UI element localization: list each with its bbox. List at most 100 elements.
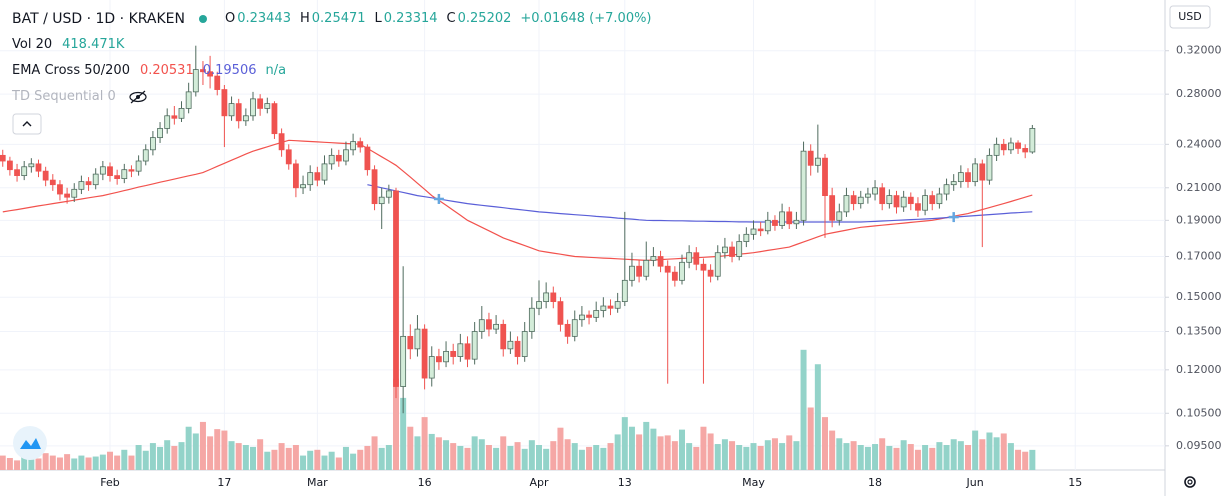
volume-bar bbox=[757, 445, 764, 470]
volume-bar bbox=[807, 407, 814, 470]
x-tick-label: 17 bbox=[217, 476, 231, 489]
ema-line bbox=[2, 139, 1033, 262]
volume-bar bbox=[114, 455, 121, 470]
y-tick-label: 0.28000 bbox=[1176, 87, 1222, 100]
volume-bar bbox=[893, 447, 900, 470]
settings-icon[interactable] bbox=[1184, 476, 1196, 488]
currency-button[interactable] bbox=[1169, 5, 1211, 29]
candle-body bbox=[321, 163, 328, 181]
candle-body bbox=[586, 314, 592, 318]
volume-bar bbox=[614, 434, 621, 470]
ema-value: 0.19506 bbox=[202, 63, 257, 78]
volume-bar bbox=[228, 441, 235, 470]
candle-body bbox=[99, 166, 106, 175]
candle-body bbox=[915, 203, 921, 211]
candle-body bbox=[750, 228, 757, 235]
ohlc-value: 0.23443 bbox=[237, 11, 291, 26]
candle-body bbox=[21, 166, 28, 177]
candle-body bbox=[629, 265, 635, 281]
volume-bar bbox=[571, 443, 578, 470]
volume-bar bbox=[335, 457, 342, 470]
volume-bar bbox=[814, 364, 821, 470]
candle-body bbox=[114, 175, 121, 180]
x-tick-label: Feb bbox=[100, 476, 119, 489]
y-tick-label: 0.15000 bbox=[1176, 290, 1222, 303]
volume-layer bbox=[0, 349, 1036, 470]
candle-body bbox=[314, 172, 321, 181]
candle-body bbox=[907, 196, 914, 205]
volume-bar bbox=[607, 443, 614, 470]
symbol-title: BAT / USD · 1D · KRAKEN bbox=[12, 11, 185, 27]
candle-body bbox=[557, 301, 564, 325]
candle-body bbox=[400, 335, 407, 387]
volume-bar bbox=[385, 445, 392, 470]
candle-body bbox=[486, 319, 492, 330]
candle-body bbox=[171, 115, 178, 119]
candle-body bbox=[235, 103, 242, 122]
volume-bar bbox=[435, 437, 442, 470]
candle-body bbox=[593, 310, 600, 318]
volume-bar bbox=[500, 436, 507, 470]
volume-bar bbox=[557, 427, 564, 470]
ohlc-value: 0.25471 bbox=[311, 11, 366, 26]
candle-body bbox=[1015, 142, 1021, 149]
candle-body bbox=[335, 154, 342, 162]
volume-bar bbox=[693, 446, 700, 470]
candle-body bbox=[35, 163, 42, 172]
candle-body bbox=[71, 188, 78, 198]
candle-body bbox=[543, 292, 550, 303]
candle-body bbox=[1000, 143, 1007, 151]
tradingview-logo[interactable] bbox=[13, 426, 47, 460]
volume-bar bbox=[485, 445, 492, 470]
hidden-eye-icon[interactable] bbox=[128, 89, 148, 105]
volume-bar bbox=[393, 378, 399, 470]
candle-body bbox=[292, 163, 299, 189]
volume-bar bbox=[443, 440, 450, 470]
volume-bar bbox=[493, 447, 500, 470]
volume-bar bbox=[943, 445, 950, 470]
candle-body bbox=[514, 340, 521, 357]
candle-body bbox=[779, 211, 785, 226]
candle-body bbox=[164, 115, 171, 129]
candle-body bbox=[922, 195, 928, 211]
volume-bar bbox=[771, 438, 778, 470]
cross-marker bbox=[948, 212, 959, 223]
volume-bar bbox=[357, 449, 364, 470]
candle-body bbox=[285, 149, 292, 165]
candle-body bbox=[564, 323, 571, 337]
volume-bar bbox=[671, 441, 678, 470]
x-tick-label: 15 bbox=[1068, 476, 1082, 489]
candle-body bbox=[457, 343, 464, 357]
candle-body bbox=[0, 154, 6, 162]
volume-bar bbox=[292, 445, 299, 470]
volume-bar bbox=[21, 456, 28, 470]
candle-body bbox=[1022, 148, 1029, 153]
candle-body bbox=[729, 246, 735, 257]
ohlc-value: 0.25202 bbox=[457, 11, 512, 26]
y-tick-label: 0.17000 bbox=[1176, 250, 1222, 263]
market-status-dot bbox=[198, 15, 207, 23]
candle-body bbox=[200, 69, 206, 73]
volume-bar bbox=[543, 448, 550, 470]
volume-bar bbox=[107, 451, 113, 470]
volume-bar bbox=[14, 460, 21, 470]
x-tick-label: May bbox=[742, 476, 765, 489]
volume-bar bbox=[178, 442, 185, 470]
volume-bar bbox=[843, 443, 850, 470]
volume-bar bbox=[900, 440, 907, 470]
volume-bar bbox=[364, 445, 371, 470]
candle-body bbox=[42, 170, 49, 181]
y-tick-label: 0.09500 bbox=[1176, 439, 1222, 452]
candle-body bbox=[986, 154, 993, 181]
candle-body bbox=[829, 195, 836, 221]
candle-body bbox=[364, 146, 371, 171]
collapse-button[interactable] bbox=[12, 113, 42, 135]
candle-body bbox=[786, 211, 793, 225]
td-row: TD Sequential 0 bbox=[12, 84, 661, 110]
ema-row: EMA Cross 50/200 0.20531 0.19506 n/a bbox=[12, 58, 661, 84]
volume-bar bbox=[657, 436, 664, 470]
y-tick-label: 0.10500 bbox=[1176, 406, 1222, 419]
volume-bar bbox=[199, 421, 206, 470]
candle-body bbox=[64, 193, 70, 198]
change-value: +0.01648 (+7.00%) bbox=[520, 11, 652, 26]
